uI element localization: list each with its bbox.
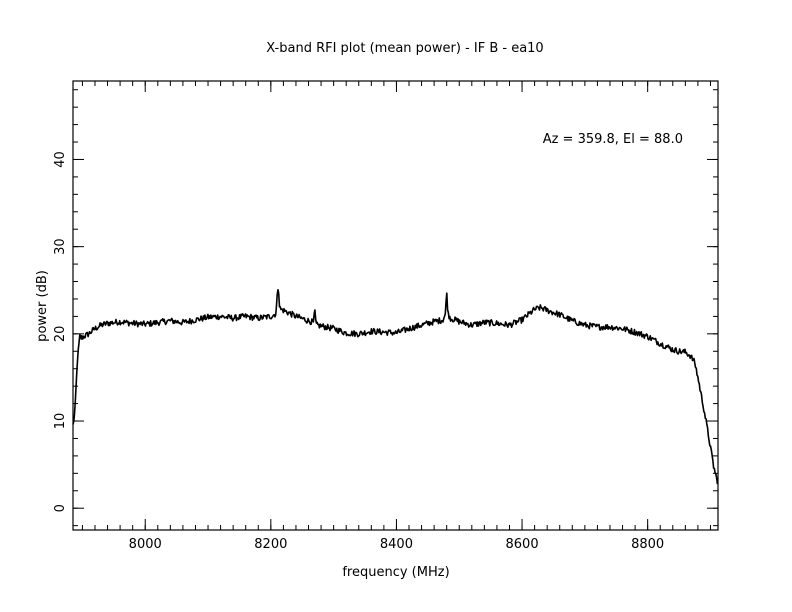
chart-title: X-band RFI plot (mean power) - IF B - ea… (266, 41, 543, 56)
y-axis-label: power (dB) (35, 270, 50, 342)
plot-frame (72, 80, 719, 531)
az-el-annotation: Az = 359.8, El = 88.0 (543, 132, 683, 147)
y-tick-label: 40 (53, 151, 68, 168)
x-tick-label: 8000 (129, 537, 162, 552)
x-tick-label: 8600 (506, 537, 539, 552)
y-tick-label: 20 (53, 326, 68, 343)
power-series-line (72, 289, 719, 485)
axis-tick-labels: 8000 8200 8400 8600 8800 0 10 20 30 40 (53, 151, 664, 552)
y-tick-label: 30 (53, 238, 68, 255)
x-axis-label: frequency (MHz) (342, 565, 449, 580)
x-tick-label: 8200 (254, 537, 287, 552)
y-tick-label: 0 (53, 504, 68, 512)
axis-ticks (73, 81, 718, 530)
x-tick-label: 8800 (631, 537, 664, 552)
y-tick-label: 10 (53, 413, 68, 430)
plot-axes (72, 80, 719, 531)
x-tick-label: 8400 (380, 537, 413, 552)
